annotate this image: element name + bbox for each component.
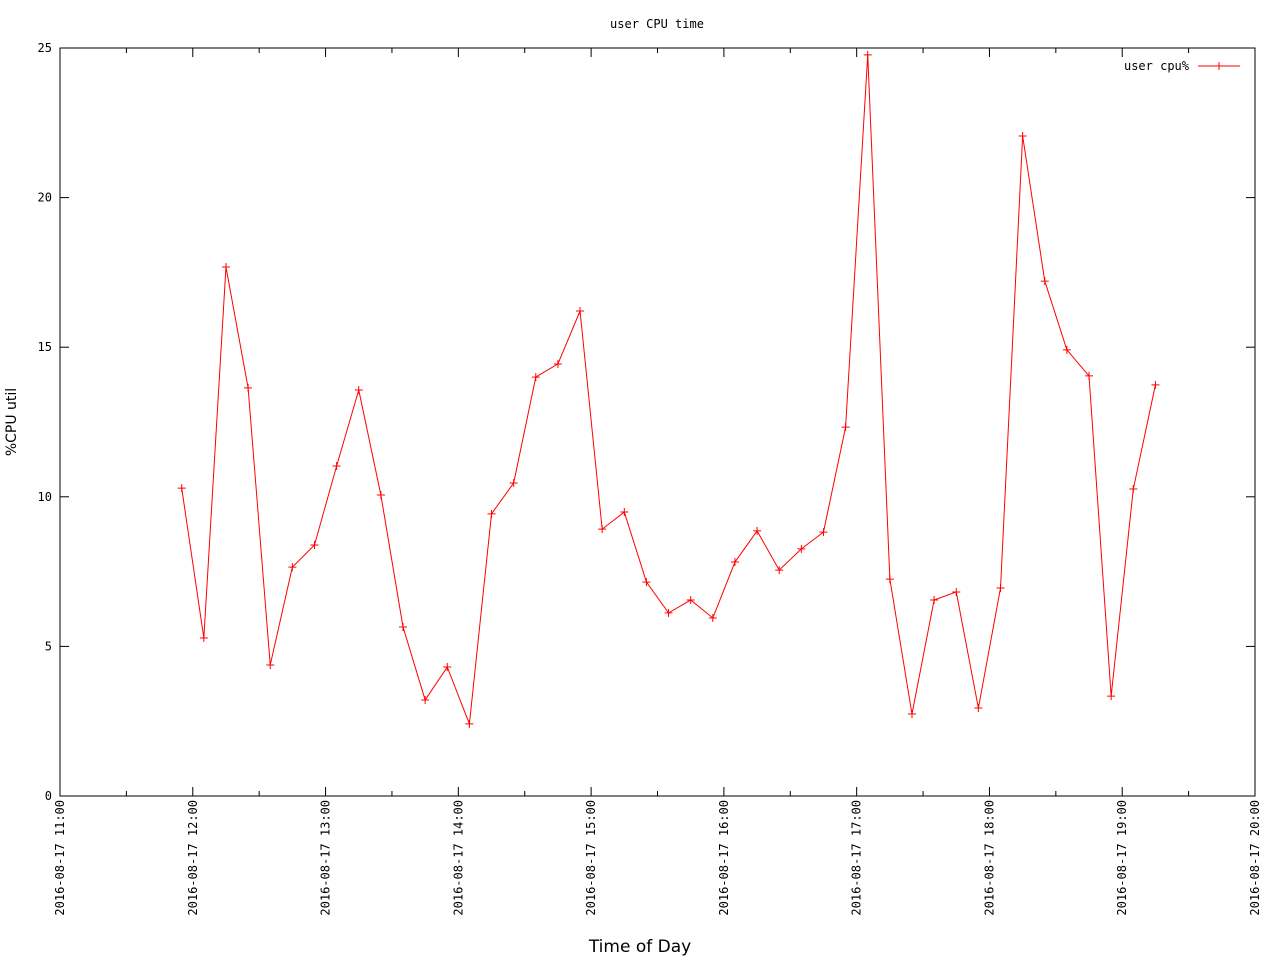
x-axis-label: Time of Day	[588, 937, 691, 957]
point-marker	[863, 50, 872, 59]
point-marker	[177, 484, 186, 493]
point-marker	[221, 263, 230, 272]
point-marker	[753, 526, 762, 535]
y-axis-label: %CPU util	[4, 388, 20, 456]
point-marker	[376, 491, 385, 500]
chart-title: user CPU time	[610, 17, 704, 31]
point-marker	[819, 528, 828, 537]
point-marker	[1040, 277, 1049, 286]
y-tick-label: 0	[45, 789, 52, 803]
y-tick-label: 15	[38, 340, 52, 354]
point-marker	[266, 660, 275, 669]
point-marker	[885, 575, 894, 584]
point-marker	[1151, 380, 1160, 389]
x-tick-label: 2016-08-17 20:00	[1248, 800, 1262, 916]
point-marker	[974, 704, 983, 713]
y-tick-label: 25	[38, 41, 52, 55]
x-tick-label: 2016-08-17 13:00	[319, 800, 333, 916]
point-marker	[664, 608, 673, 617]
point-marker	[730, 558, 739, 567]
point-marker	[399, 622, 408, 631]
point-marker	[1018, 131, 1027, 140]
point-marker	[354, 385, 363, 394]
x-tick-label: 2016-08-17 16:00	[717, 800, 731, 916]
point-marker	[332, 461, 341, 470]
x-tick-label: 2016-08-17 14:00	[451, 800, 465, 916]
point-marker	[598, 525, 607, 534]
plot-border	[59, 47, 1256, 797]
point-marker	[465, 719, 474, 728]
x-tick-label: 2016-08-17 15:00	[584, 800, 598, 916]
point-marker	[509, 479, 518, 488]
point-marker	[310, 540, 319, 549]
legend-label: user cpu%	[1124, 59, 1190, 73]
point-marker	[443, 663, 452, 672]
point-marker	[930, 596, 939, 605]
point-marker	[642, 578, 651, 587]
point-marker	[1085, 371, 1094, 380]
point-marker	[553, 359, 562, 368]
x-tick-label: 2016-08-17 11:00	[53, 800, 67, 916]
point-marker	[1062, 345, 1071, 354]
point-marker	[1107, 692, 1116, 701]
point-marker	[620, 508, 629, 517]
point-marker	[421, 695, 430, 704]
y-tick-label: 10	[38, 490, 52, 504]
point-marker	[1129, 485, 1138, 494]
point-marker	[907, 710, 916, 719]
point-marker	[952, 587, 961, 596]
point-marker	[288, 563, 297, 572]
point-marker	[797, 544, 806, 553]
y-tick-label: 5	[45, 639, 52, 653]
point-marker	[775, 566, 784, 575]
x-tick-label: 2016-08-17 17:00	[850, 800, 864, 916]
point-marker	[199, 634, 208, 643]
point-marker	[996, 584, 1005, 593]
data-line	[181, 54, 1156, 725]
x-tick-label: 2016-08-17 19:00	[1115, 800, 1129, 916]
point-marker	[841, 423, 850, 432]
point-marker	[487, 509, 496, 518]
point-marker	[576, 306, 585, 315]
point-marker	[244, 383, 253, 392]
legend-marker	[1215, 62, 1223, 70]
x-tick-label: 2016-08-17 18:00	[982, 800, 996, 916]
point-marker	[531, 373, 540, 382]
point-marker	[708, 613, 717, 622]
y-tick-label: 20	[38, 191, 52, 205]
x-tick-label: 2016-08-17 12:00	[186, 800, 200, 916]
point-marker	[686, 596, 695, 605]
